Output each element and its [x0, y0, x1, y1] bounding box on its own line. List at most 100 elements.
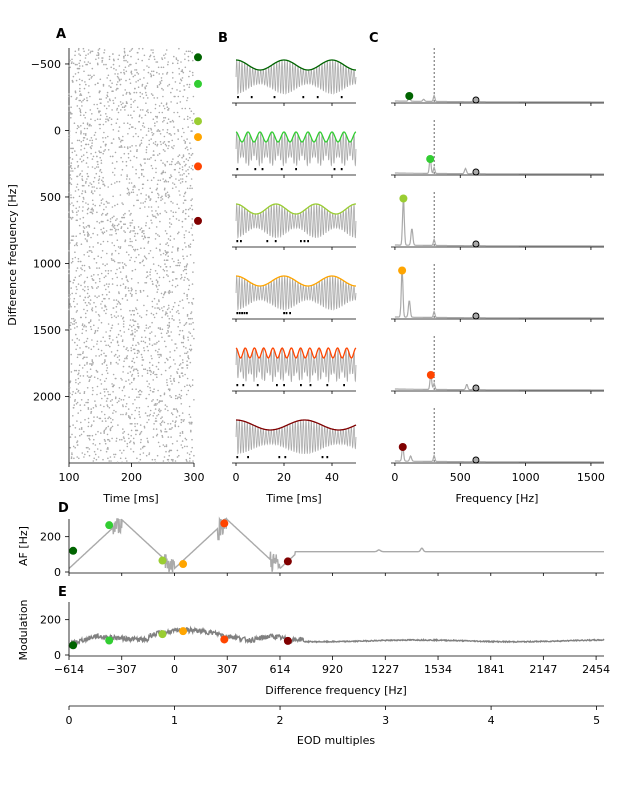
raster-dot	[83, 392, 86, 395]
raster-dot	[122, 102, 124, 104]
raster-dot	[99, 156, 101, 159]
raster-dot	[89, 182, 91, 184]
raster-dot	[100, 202, 103, 204]
raster-dot	[99, 114, 102, 116]
raster-dot	[160, 102, 163, 104]
raster-dot	[150, 49, 152, 51]
raster-dot	[141, 183, 144, 186]
raster-dot	[125, 276, 128, 279]
raster-dot	[158, 299, 160, 301]
raster-dot	[134, 74, 136, 77]
raster-dot	[156, 85, 159, 87]
raster-dot	[89, 368, 92, 371]
raster-dot	[190, 349, 192, 352]
raster-dot	[103, 430, 105, 433]
raster-dot	[133, 320, 136, 323]
raster-dot	[135, 168, 137, 171]
raster-dot	[164, 53, 167, 55]
raster-dot	[170, 175, 173, 178]
raster-dot	[126, 299, 129, 301]
raster-dot	[141, 364, 143, 367]
raster-dot	[185, 218, 187, 220]
raster-dot	[174, 286, 177, 288]
raster-dot	[105, 364, 108, 367]
raster-dot	[73, 327, 76, 329]
raster-dot	[136, 51, 139, 54]
raster-dot	[193, 262, 195, 264]
raster-dot	[111, 254, 113, 256]
raster-dot	[68, 250, 70, 252]
raster-dot	[71, 147, 73, 150]
raster-dot	[143, 175, 145, 178]
x-tick-label: 1841	[477, 663, 505, 676]
raster-dot	[90, 275, 93, 277]
raster-dot	[133, 227, 136, 229]
raster-dot	[186, 138, 188, 140]
raster-dot	[147, 130, 150, 132]
raster-dot	[179, 163, 181, 166]
raster-dot	[92, 442, 94, 445]
raster-dot	[124, 66, 127, 69]
raster-dot	[187, 317, 190, 320]
raster-dot	[152, 436, 155, 438]
raster-dot	[127, 287, 130, 289]
raster-dot	[115, 89, 117, 91]
raster-dot	[134, 232, 137, 235]
raster-dot	[124, 457, 127, 460]
raster-dot	[169, 395, 171, 397]
raster-dot	[168, 145, 170, 147]
raster-dot	[163, 456, 166, 458]
raster-dot	[83, 356, 85, 359]
raster-dot	[131, 222, 133, 224]
raster-dot	[72, 62, 75, 65]
raster-dot	[79, 218, 81, 220]
raster-dot	[106, 202, 109, 204]
raster-dot	[164, 171, 167, 174]
raster-dot	[83, 114, 85, 116]
raster-dot	[124, 105, 127, 107]
raster-dot	[93, 416, 95, 418]
raster-dot	[92, 363, 94, 365]
raster-dot	[173, 379, 175, 381]
raster-dot	[105, 63, 107, 66]
raster-dot	[116, 118, 119, 120]
raster-dot	[75, 207, 77, 210]
raster-dot	[168, 280, 171, 283]
raster-dot	[185, 163, 187, 166]
beat-marker	[283, 636, 292, 645]
raster-dot	[79, 375, 82, 377]
raster-dot	[97, 179, 100, 182]
raster-dot	[182, 270, 185, 272]
raster-dot	[125, 412, 128, 414]
raster-dot	[148, 236, 150, 239]
raster-dot	[135, 156, 138, 159]
raster-dot	[136, 194, 138, 196]
raster-dot	[82, 154, 85, 156]
raster-dot	[146, 110, 148, 112]
raster-dot	[186, 278, 189, 280]
raster-dot	[167, 275, 169, 277]
raster-dot	[184, 323, 187, 325]
raster-dot	[138, 393, 141, 396]
raster-dot	[118, 180, 121, 183]
raster-dot	[142, 238, 145, 240]
raster-dot	[77, 49, 80, 51]
raster-dot	[112, 129, 115, 131]
raster-dot	[188, 284, 191, 287]
raster-dot	[145, 149, 148, 151]
raster-dot	[70, 117, 72, 119]
raster-dot	[106, 252, 108, 255]
raster-dot	[163, 270, 166, 272]
raster-dot	[84, 419, 86, 421]
raster-dot	[158, 276, 161, 279]
raster-dot	[146, 345, 149, 348]
raster-dot	[171, 413, 174, 416]
raster-dot	[83, 391, 86, 393]
raster-dot	[130, 55, 132, 58]
raster-dot	[74, 190, 77, 192]
raster-dot	[88, 226, 91, 228]
raster-dot	[123, 263, 126, 265]
raster-dot	[147, 441, 149, 444]
raster-dot	[154, 159, 157, 162]
raster-dot	[106, 67, 108, 70]
